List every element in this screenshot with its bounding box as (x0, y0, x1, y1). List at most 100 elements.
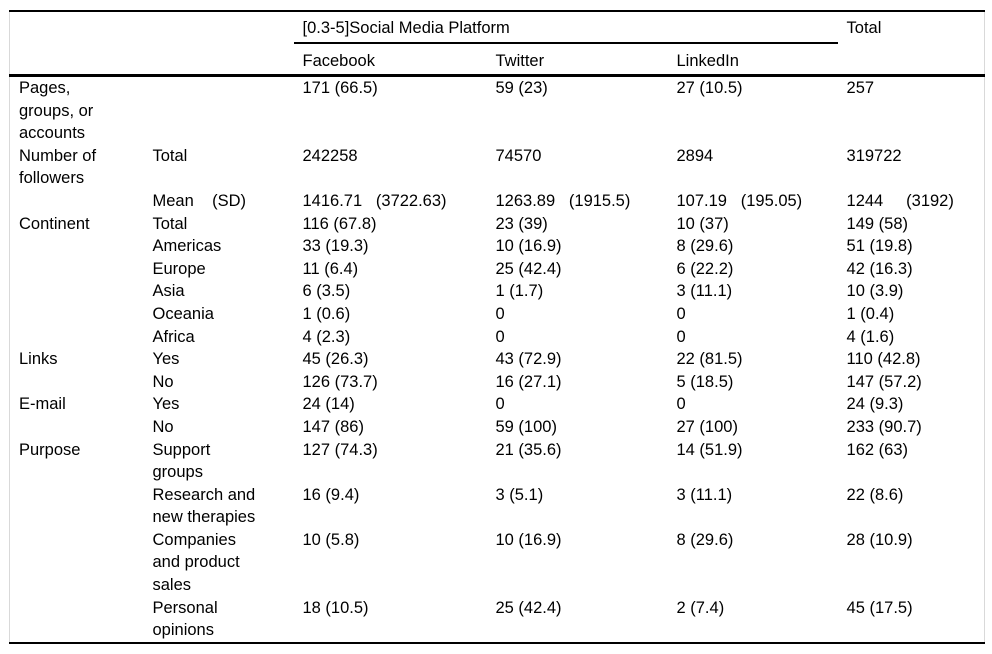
facebook-value-cell: 18 (10.5) (302, 598, 369, 617)
subcategory-cell: Americas (151, 235, 294, 258)
subcategory-cell: Total (151, 145, 294, 190)
table-row: Research and new therapies 16 (9.4) 3 (5… (10, 484, 985, 529)
facebook-value-cell: 171 (66.5) (302, 79, 378, 97)
category-cell (10, 280, 151, 303)
twitter-value-cell: 0 (495, 395, 505, 414)
facebook-value-cell: 24 (14) (302, 395, 355, 414)
category-cell (10, 416, 151, 439)
subcategory-label: Mean (SD) (152, 191, 247, 210)
twitter-value-cell: 21 (35.6) (495, 440, 562, 459)
subcategory-label: Americas (152, 237, 222, 256)
subcategory-cell: Total (151, 213, 294, 236)
table-row: Americas 33 (19.3) 10 (16.9) 8 (29.6) 51… (10, 235, 985, 258)
table-row: Oceania 1 (0.6) 0 0 1 (0.4) (10, 303, 985, 326)
subcategory-cell: Oceania (151, 303, 294, 326)
linkedin-value-cell: 5 (18.5) (676, 372, 734, 391)
total-value-cell: 233 (90.7) (846, 417, 922, 436)
total-value-cell: 51 (19.8) (846, 237, 913, 256)
facebook-value-cell: 147 (86) (302, 417, 364, 436)
subcategory-cell: Mean (SD) (151, 190, 294, 213)
linkedin-value-cell: 8 (29.6) (676, 530, 734, 549)
subcategory-cell (151, 76, 294, 145)
social-media-platform-table: [0.3-5]Social Media Platform Total Faceb… (9, 10, 986, 644)
subcategory-label: Companies and product sales (152, 530, 240, 595)
subcategory-cell: Personal opinions (151, 597, 294, 643)
subcategory-cell: No (151, 416, 294, 439)
category-cell (10, 371, 151, 394)
subcategory-cell: Africa (151, 326, 294, 349)
linkedin-value-cell: 3 (11.1) (676, 485, 733, 504)
category-cell (10, 597, 151, 643)
linkedin-value-cell: 0 (676, 327, 686, 346)
twitter-value-cell: 0 (495, 304, 505, 323)
facebook-value-cell: 6 (3.5) (302, 282, 351, 301)
total-value-cell: 10 (3.9) (846, 282, 904, 301)
twitter-value-cell: 0 (495, 327, 505, 346)
table-row: Mean (SD) 1416.71 (3722.63) 1263.89 (191… (10, 190, 985, 213)
twitter-header-cell: Twitter (486, 43, 668, 77)
spanner-header-cell: [0.3-5]Social Media Platform (293, 11, 838, 44)
subcategory-label: Oceania (152, 304, 214, 323)
total-value-cell: 257 (846, 79, 875, 97)
subcategory-label: Total (152, 146, 188, 165)
subcategory-cell: Yes (151, 393, 294, 416)
subcategory-label: Support groups (152, 440, 211, 482)
category-label: Purpose (19, 440, 81, 459)
facebook-value-cell: 11 (6.4) (302, 259, 359, 278)
subcategory-cell: Support groups (151, 439, 294, 484)
subcategory-label: Europe (152, 259, 206, 278)
linkedin-value-cell: 2894 (676, 146, 714, 165)
table-row: Pages, groups, or accounts 171 (66.5) 59… (10, 76, 985, 145)
subcategory-cell: Europe (151, 258, 294, 281)
category-label: E-mail (19, 395, 66, 414)
total-value-cell: 110 (42.8) (846, 350, 921, 369)
twitter-value-cell: 3 (5.1) (495, 485, 544, 504)
subcategory-cell: Companies and product sales (151, 529, 294, 597)
linkedin-value-cell: 0 (676, 395, 686, 414)
twitter-value-cell: 10 (16.9) (495, 530, 562, 549)
linkedin-header-cell: LinkedIn (667, 43, 838, 77)
table-row: No 147 (86) 59 (100) 27 (100) 233 (90.7) (10, 416, 985, 439)
facebook-value-cell: 16 (9.4) (302, 485, 360, 504)
linkedin-value-cell: 6 (22.2) (676, 259, 734, 278)
facebook-value-cell: 4 (2.3) (302, 327, 351, 346)
category-label: Continent (19, 214, 90, 233)
twitter-value-cell: 59 (100) (495, 417, 557, 436)
twitter-value-cell: 10 (16.9) (495, 237, 562, 256)
table-row: Purpose Support groups 127 (74.3) 21 (35… (10, 439, 985, 484)
subcategory-label: Yes (152, 350, 180, 369)
twitter-value-cell: 25 (42.4) (495, 598, 562, 617)
subcategory-cell: Asia (151, 280, 294, 303)
category-cell (10, 326, 151, 349)
subcategory-label: Personal opinions (152, 598, 218, 640)
total-value-cell: 22 (8.6) (846, 485, 904, 504)
subcategory-cell: Yes (151, 348, 294, 371)
facebook-header-cell: Facebook (293, 43, 487, 77)
total-value-cell: 1244 (3192) (846, 191, 954, 210)
category-cell (10, 235, 151, 258)
category-label: Links (19, 350, 58, 369)
table-body: Pages, groups, or accounts 171 (66.5) 59… (10, 76, 985, 643)
category-cell: Links (10, 348, 151, 371)
subcategory-label: Asia (152, 282, 185, 301)
facebook-value-cell: 242258 (302, 146, 358, 165)
facebook-value-cell: 10 (5.8) (302, 530, 360, 549)
subcategory-label: No (152, 372, 174, 391)
subcategory-label: Africa (152, 327, 195, 346)
category-cell (10, 484, 151, 529)
spanner-row: [0.3-5]Social Media Platform Total (9, 11, 985, 77)
twitter-value-cell: 43 (72.9) (495, 350, 562, 369)
table-row: Personal opinions 18 (10.5) 25 (42.4) 2 … (10, 597, 985, 643)
subcategory-label: Yes (152, 395, 180, 414)
total-value-cell: 149 (58) (846, 214, 908, 233)
category-cell (10, 258, 151, 281)
total-value-cell: 28 (10.9) (846, 530, 913, 549)
twitter-value-cell: 25 (42.4) (495, 259, 562, 278)
total-header-cell: Total (837, 11, 985, 77)
linkedin-value-cell: 2 (7.4) (676, 598, 725, 617)
table-row: Links Yes 45 (26.3) 43 (72.9) 22 (81.5) … (10, 348, 985, 371)
total-value-cell: 45 (17.5) (846, 598, 913, 617)
facebook-value-cell: 116 (67.8) (302, 214, 377, 233)
table-row: Continent Total 116 (67.8) 23 (39) 10 (3… (10, 213, 985, 236)
